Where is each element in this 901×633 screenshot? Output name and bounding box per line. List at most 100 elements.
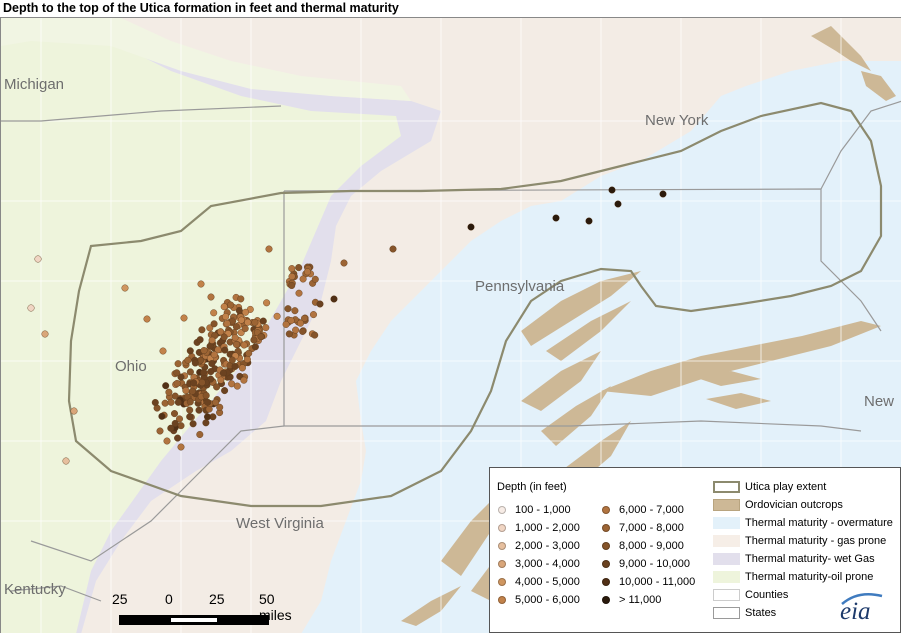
well-point bbox=[263, 299, 271, 307]
legend-depth-item: 8,000 - 9,000 bbox=[602, 537, 695, 555]
well-point bbox=[257, 333, 265, 341]
well-point bbox=[200, 369, 208, 377]
label-kentucky: Kentucky bbox=[4, 581, 66, 598]
lake-area bbox=[1, 18, 411, 101]
well-point bbox=[163, 437, 171, 445]
well-point bbox=[186, 368, 194, 376]
well-point bbox=[167, 398, 175, 406]
eia-logo: eia bbox=[838, 590, 890, 626]
depth-dot-icon bbox=[498, 524, 506, 532]
scale-tick-25-right: 25 bbox=[209, 591, 225, 607]
well-point bbox=[186, 413, 194, 421]
well-point bbox=[34, 255, 42, 263]
label-west-virginia: West Virginia bbox=[236, 515, 324, 532]
depth-dot-icon bbox=[498, 506, 506, 514]
well-point bbox=[156, 427, 164, 435]
well-point bbox=[287, 317, 295, 325]
legend-depth-item: 10,000 - 11,000 bbox=[602, 573, 695, 591]
well-point bbox=[62, 457, 70, 465]
well-point bbox=[273, 312, 281, 320]
well-point bbox=[585, 217, 593, 225]
well-point bbox=[310, 311, 318, 319]
oil-prone-zone bbox=[1, 18, 401, 633]
wet-gas-swatch-icon bbox=[713, 553, 740, 565]
well-point bbox=[171, 419, 179, 427]
well-point bbox=[284, 305, 292, 313]
well-point bbox=[251, 318, 259, 326]
well-point bbox=[221, 346, 229, 354]
well-point bbox=[208, 360, 216, 368]
well-point bbox=[301, 314, 309, 322]
depth-dot-icon bbox=[602, 596, 610, 604]
well-point bbox=[189, 420, 197, 428]
play-extent-swatch-icon bbox=[713, 481, 740, 493]
legend-depth-item: 5,000 - 6,000 bbox=[498, 591, 580, 609]
well-point bbox=[389, 245, 397, 253]
scale-bar-graphic bbox=[119, 615, 269, 625]
well-point bbox=[227, 301, 235, 309]
well-point bbox=[206, 324, 214, 332]
oil-prone-swatch-icon bbox=[713, 571, 740, 583]
well-point bbox=[299, 275, 307, 283]
well-point bbox=[316, 300, 324, 308]
well-point bbox=[222, 313, 230, 321]
well-point bbox=[158, 412, 166, 420]
utica-play-extent bbox=[67, 101, 883, 508]
well-point bbox=[173, 369, 181, 377]
well-point bbox=[70, 407, 78, 415]
legend-layer-item: Ordovician outcrops bbox=[713, 496, 893, 514]
well-point bbox=[174, 434, 182, 442]
well-point bbox=[207, 368, 215, 376]
label-ohio: Ohio bbox=[115, 358, 147, 375]
well-point bbox=[186, 347, 194, 355]
well-point bbox=[217, 376, 225, 384]
well-point bbox=[214, 346, 222, 354]
well-point bbox=[232, 341, 240, 349]
well-point bbox=[240, 341, 248, 349]
well-point bbox=[143, 315, 151, 323]
label-pennsylvania: Pennsylvania bbox=[475, 278, 565, 295]
well-point bbox=[210, 309, 218, 317]
well-point bbox=[251, 343, 259, 351]
well-point bbox=[265, 245, 273, 253]
well-point bbox=[41, 330, 49, 338]
label-michigan: Michigan bbox=[4, 76, 65, 93]
legend-depth-item: 1,000 - 2,000 bbox=[498, 519, 580, 537]
well-point bbox=[203, 413, 211, 421]
well-points bbox=[27, 186, 667, 465]
well-point bbox=[297, 319, 305, 327]
depth-dot-icon bbox=[602, 506, 610, 514]
scale-tick-25-left: 25 bbox=[112, 591, 128, 607]
well-point bbox=[467, 223, 475, 231]
well-point bbox=[340, 259, 348, 267]
legend-depth-item: 2,000 - 3,000 bbox=[498, 537, 580, 555]
depth-dot-icon bbox=[498, 578, 506, 586]
well-point bbox=[238, 364, 246, 372]
legend-depth-col-2: 6,000 - 7,000 7,000 - 8,000 8,000 - 9,00… bbox=[602, 501, 695, 609]
well-point bbox=[288, 265, 296, 273]
well-point bbox=[159, 347, 167, 355]
legend-depth-item: 100 - 1,000 bbox=[498, 501, 580, 519]
well-point bbox=[221, 387, 229, 395]
well-point bbox=[208, 336, 216, 344]
well-point bbox=[237, 295, 245, 303]
depth-dot-icon bbox=[602, 560, 610, 568]
well-point bbox=[165, 388, 173, 396]
well-point bbox=[231, 362, 239, 370]
well-point bbox=[175, 415, 183, 423]
scale-bar: 25 0 25 50 miles bbox=[109, 591, 292, 631]
legend-layers: Utica play extent Ordovician outcrops Th… bbox=[713, 478, 893, 622]
legend-layer-item: Counties bbox=[713, 586, 893, 604]
well-point bbox=[173, 379, 181, 387]
well-point bbox=[170, 410, 178, 418]
well-point bbox=[213, 383, 221, 391]
well-point bbox=[216, 403, 224, 411]
well-point bbox=[217, 328, 225, 336]
well-point bbox=[188, 387, 196, 395]
legend-depth-item: > 11,000 bbox=[602, 591, 695, 609]
counties-swatch-icon bbox=[713, 589, 740, 601]
well-point bbox=[241, 308, 249, 316]
well-point bbox=[288, 282, 296, 290]
well-point bbox=[210, 320, 218, 328]
well-point bbox=[206, 342, 214, 350]
